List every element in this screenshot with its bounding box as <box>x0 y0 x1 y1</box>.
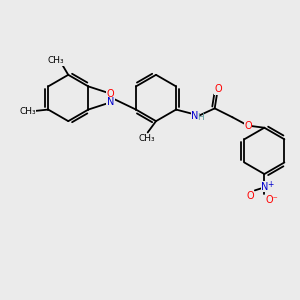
Text: O: O <box>214 84 222 94</box>
Text: +: + <box>268 180 274 189</box>
Text: O: O <box>246 191 254 201</box>
Text: O⁻: O⁻ <box>266 196 279 206</box>
Text: N: N <box>191 110 199 121</box>
Text: CH₃: CH₃ <box>139 134 155 143</box>
Text: H: H <box>197 113 204 122</box>
Text: CH₃: CH₃ <box>47 56 64 65</box>
Text: N: N <box>261 182 268 192</box>
Text: O: O <box>106 88 114 99</box>
Text: CH₃: CH₃ <box>19 106 36 116</box>
Text: N: N <box>106 98 114 107</box>
Text: O: O <box>244 121 252 130</box>
